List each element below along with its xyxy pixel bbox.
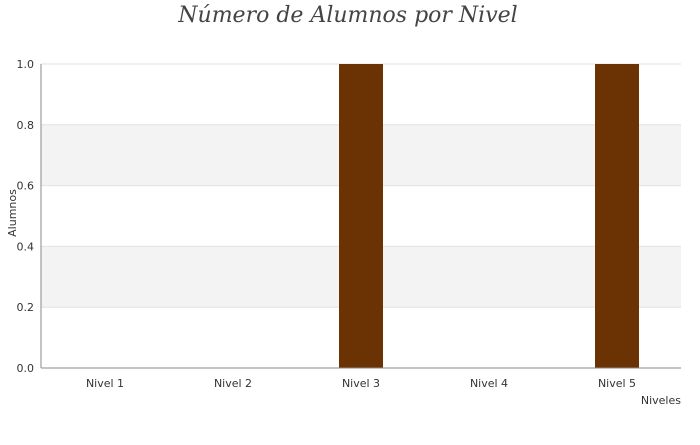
y-axis-label: Alumnos <box>6 189 19 237</box>
x-tick-label: Nivel 5 <box>598 377 636 390</box>
x-tick-label: Nivel 2 <box>214 377 252 390</box>
x-tick-label: Nivel 3 <box>342 377 380 390</box>
bars <box>339 64 639 368</box>
y-tick-label: 0.4 <box>17 240 35 253</box>
bar-3 <box>339 64 383 368</box>
x-tick-label: Nivel 1 <box>86 377 124 390</box>
bar-5 <box>595 64 639 368</box>
y-tick-label: 0.8 <box>17 119 35 132</box>
y-tick-labels: 0.0 0.2 0.4 0.6 0.8 1.0 <box>17 58 35 375</box>
chart-title: Número de Alumnos por Nivel <box>177 3 517 28</box>
x-axis-label: Niveles <box>641 394 681 407</box>
x-tick-labels: Nivel 1 Nivel 2 Nivel 3 Nivel 4 Nivel 5 <box>86 377 636 390</box>
x-tick-label: Nivel 4 <box>470 377 508 390</box>
axes <box>40 64 681 369</box>
y-tick-label: 1.0 <box>17 58 35 71</box>
y-tick-label: 0.6 <box>17 180 35 193</box>
y-tick-label: 0.2 <box>17 301 35 314</box>
y-tick-label: 0.0 <box>17 362 35 375</box>
